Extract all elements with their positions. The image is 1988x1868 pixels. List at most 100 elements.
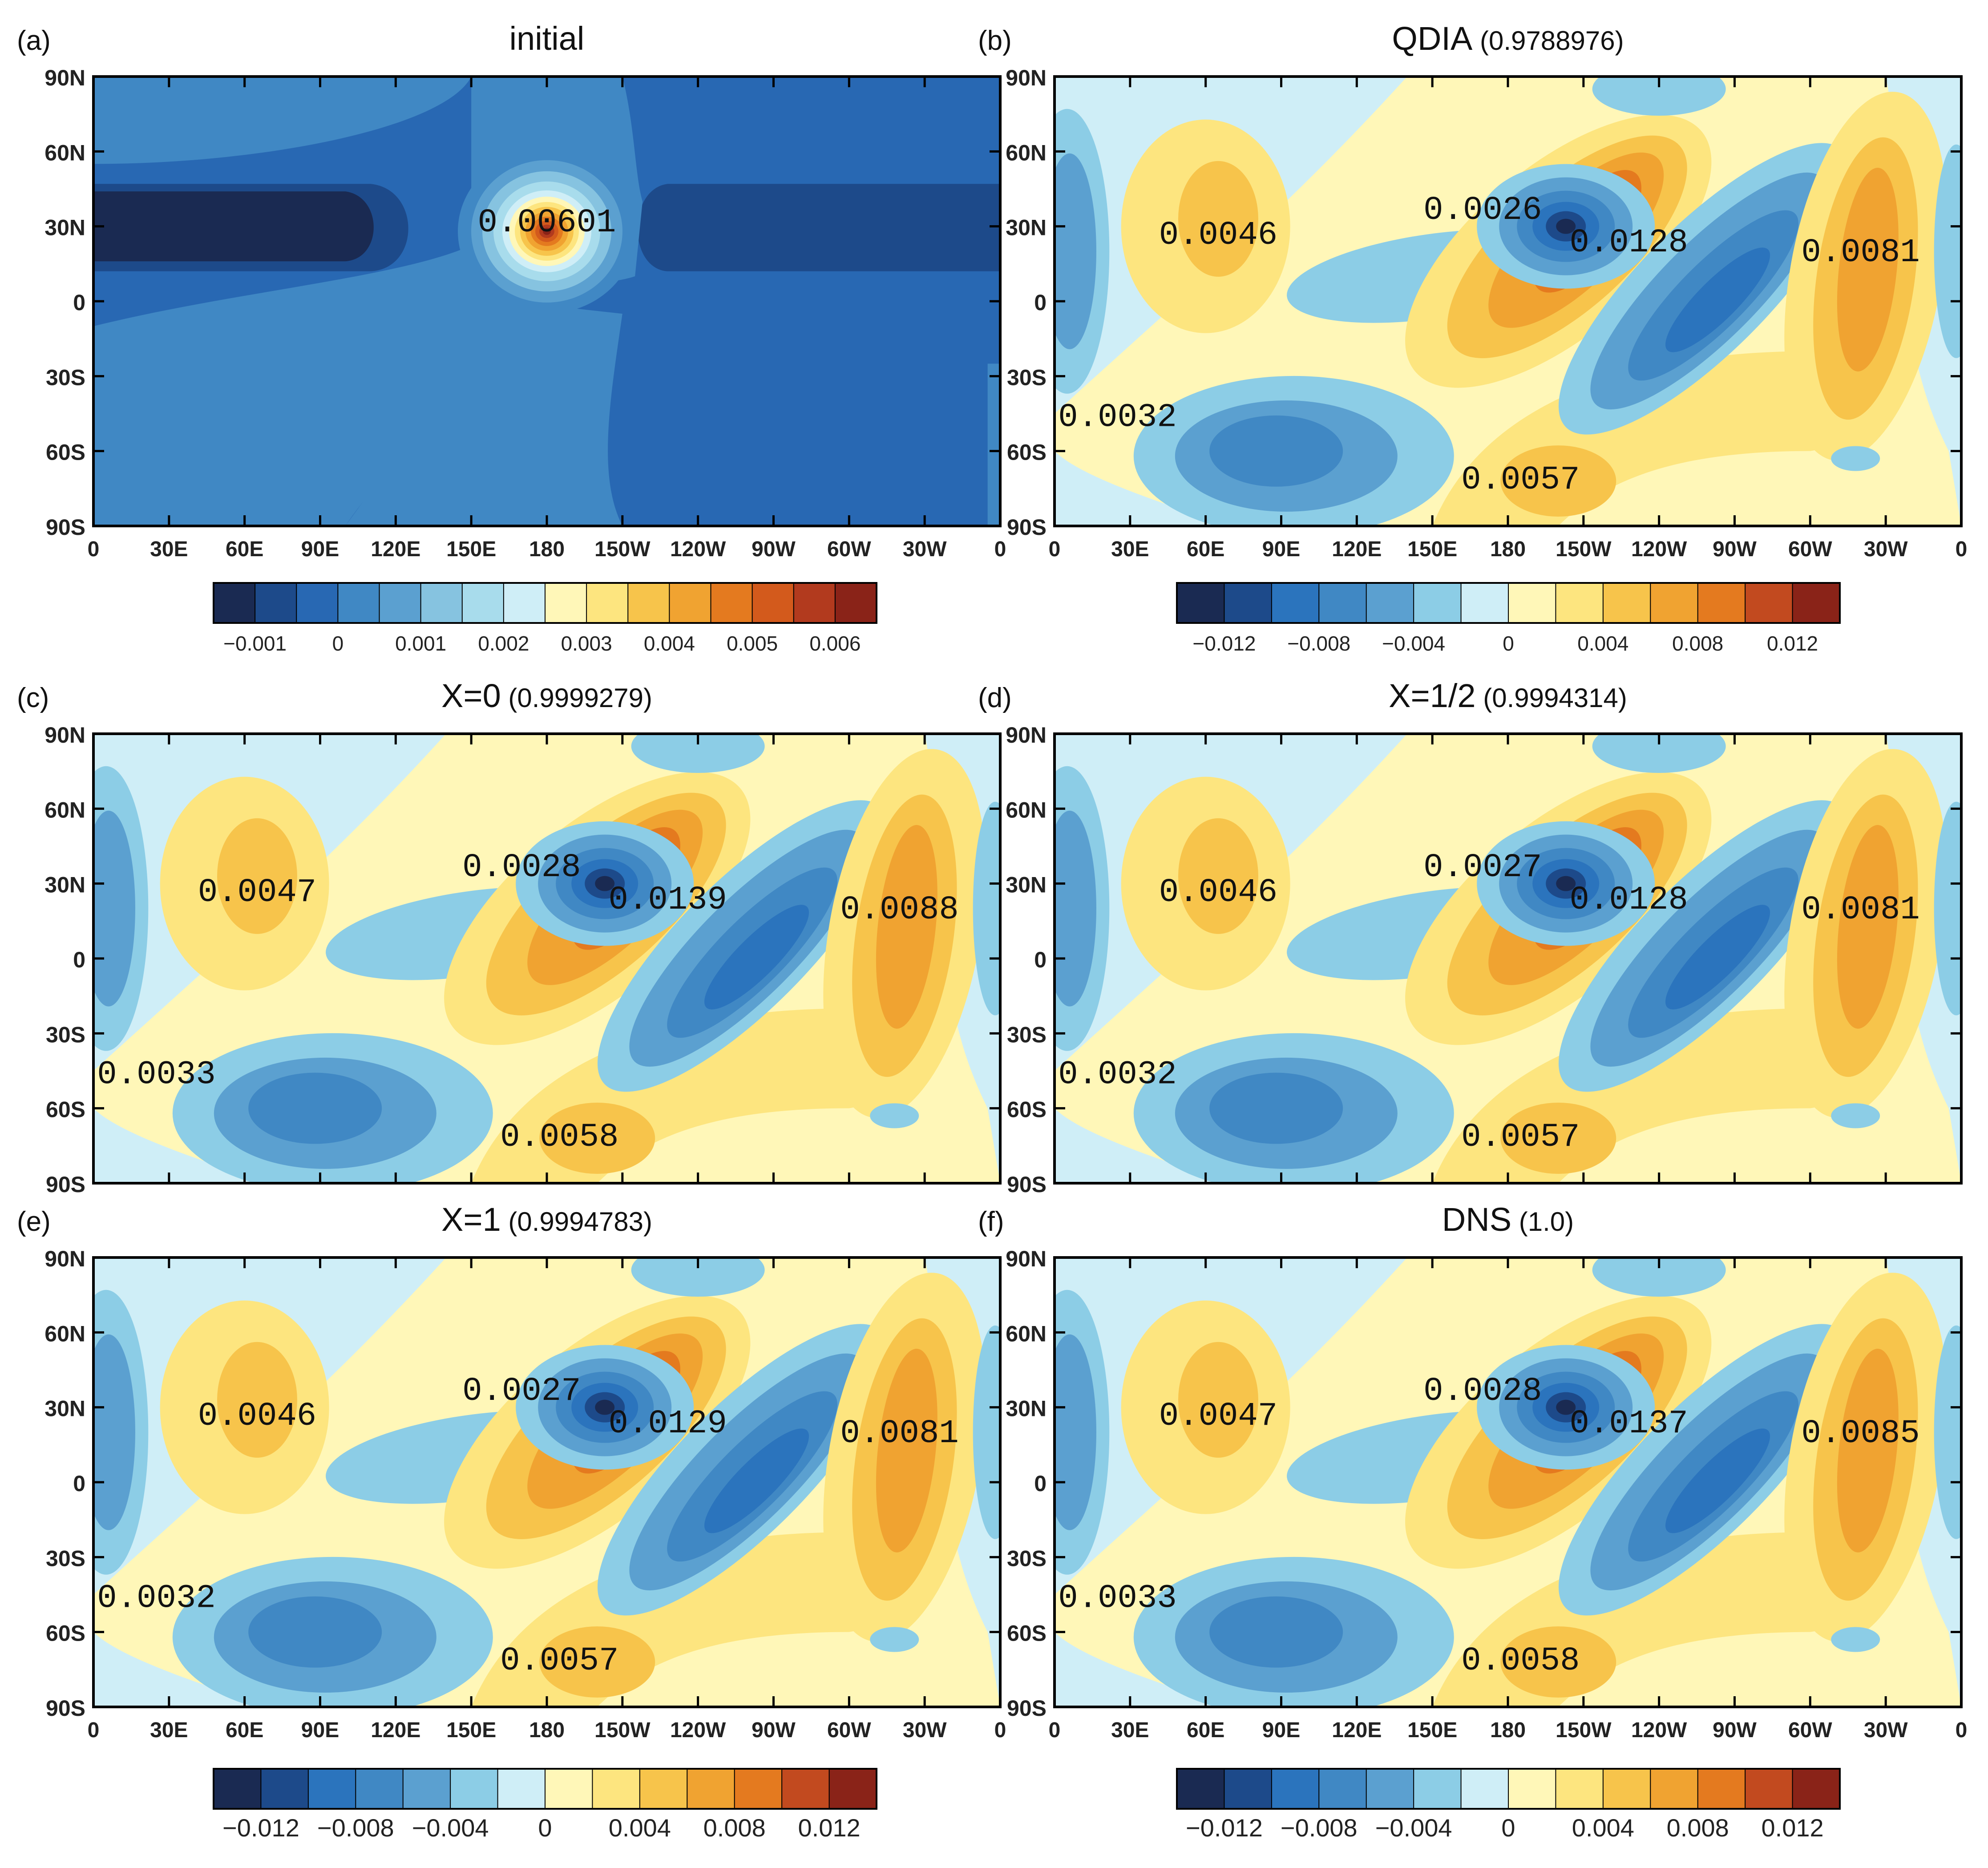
x-tick-label: 0 xyxy=(1956,1718,1968,1742)
y-tick-label: 60S xyxy=(1007,1621,1047,1646)
panel-c: (c) X=0 (0.9999279) 90N 60N 30N 0 30S 60S 90S 0.0… xyxy=(17,677,1002,1197)
y-tick-label: 90S xyxy=(46,515,85,540)
y-tick-label: 60S xyxy=(46,440,85,465)
x-tick-label: 90E xyxy=(1262,1718,1300,1742)
x-tick-label: 90W xyxy=(752,538,796,561)
colorbar-swatch xyxy=(1461,1769,1509,1809)
field-fill xyxy=(93,734,1000,1183)
field-fill xyxy=(93,1257,1000,1707)
colorbar-swatch xyxy=(669,583,711,623)
colorbar-swatch xyxy=(1177,1769,1224,1809)
colorbar-swatch xyxy=(214,583,255,623)
y-tick-label: 60N xyxy=(44,797,85,822)
colorbar-swatch xyxy=(462,583,504,623)
contour-label: 0.0026 xyxy=(1423,192,1542,229)
colorbar-swatch xyxy=(1366,1769,1414,1809)
contour-label: 0.0032 xyxy=(1058,399,1176,437)
field-fill xyxy=(1055,734,1961,1183)
y-tick-label: 0 xyxy=(1034,290,1047,315)
x-tick-label: 30E xyxy=(150,1718,188,1742)
colorbar-tick-label: 0 xyxy=(538,1814,552,1842)
contour-label: 0.0047 xyxy=(198,874,316,911)
colorbar-swatch xyxy=(1556,1769,1604,1809)
x-tick-label: 120E xyxy=(371,538,420,561)
x-tick-label: 180 xyxy=(529,538,565,561)
y-tick-label: 30N xyxy=(44,1396,85,1421)
panel-label: (b) xyxy=(978,25,1012,56)
x-tick-label: 120E xyxy=(371,1718,420,1742)
y-tick-label: 30S xyxy=(46,365,85,390)
contour-label: 0.0088 xyxy=(840,891,958,929)
x-tick-label: 90W xyxy=(1713,538,1757,561)
colorbar-swatch xyxy=(497,1769,545,1809)
colorbar-tick-label: 0.008 xyxy=(1672,632,1723,655)
colorbar-swatch xyxy=(1508,1769,1556,1809)
y-tick-label: 90N xyxy=(1006,723,1047,748)
x-tick-label: 0 xyxy=(994,1718,1006,1742)
x-tick-label: 120E xyxy=(1332,1718,1382,1742)
x-tick-label: 90W xyxy=(752,1718,796,1742)
panel-title: X=0 (0.9999279) xyxy=(441,677,652,714)
x-tick-label: 0 xyxy=(994,538,1006,561)
y-tick-label: 30S xyxy=(1007,1546,1047,1571)
contour-label: 0.0046 xyxy=(1159,874,1277,911)
colorbar-swatch xyxy=(1556,583,1604,623)
y-tick-label: 60S xyxy=(46,1097,85,1122)
colorbar-swatch xyxy=(1319,1769,1367,1809)
colorbar-frame xyxy=(1176,1768,1841,1810)
colorbar-swatch xyxy=(296,583,338,623)
y-tick-label: 90S xyxy=(1007,515,1047,540)
field-fill xyxy=(1055,1257,1961,1707)
y-tick-label: 60N xyxy=(44,140,85,165)
x-tick-label: 0 xyxy=(88,538,100,561)
colorbar-swatch xyxy=(1745,1769,1793,1809)
y-tick-label: 60S xyxy=(46,1621,85,1646)
colorbar-frame xyxy=(213,582,877,624)
colorbar-swatch xyxy=(1792,583,1840,623)
x-tick-label: 60E xyxy=(226,1718,263,1742)
colorbar-swatch xyxy=(1697,583,1746,623)
colorbar-tick-label: −0.008 xyxy=(1281,1814,1358,1842)
contour-label: 0.0081 xyxy=(840,1415,958,1452)
x-tick-label: 150E xyxy=(1407,1718,1457,1742)
y-tick-label: 90N xyxy=(44,723,85,748)
contour-label: 0.0046 xyxy=(198,1398,316,1435)
x-tick-label: 180 xyxy=(1490,538,1526,561)
colorbar-swatch xyxy=(782,1769,830,1809)
colorbar-tick-label: 0.004 xyxy=(1572,1814,1634,1842)
panel-title: X=1 (0.9994783) xyxy=(441,1201,652,1238)
x-tick-label: 150W xyxy=(594,1718,651,1742)
colorbar-swatch xyxy=(734,1769,782,1809)
x-tick-label: 60W xyxy=(1788,1718,1832,1742)
contour-label: 0.0032 xyxy=(97,1580,215,1617)
y-tick-label: 0 xyxy=(73,947,85,972)
panel-label: (e) xyxy=(17,1206,51,1237)
x-tick-label: 120W xyxy=(1631,538,1687,561)
y-tick-label: 90S xyxy=(46,1696,85,1721)
x-tick-label: 180 xyxy=(529,1718,565,1742)
contour-label: 0.0128 xyxy=(1570,224,1688,262)
colorbar-tick-label: 0.012 xyxy=(1767,632,1818,655)
x-tick-label: 30W xyxy=(1864,538,1908,561)
x-tick-label: 150W xyxy=(1556,538,1612,561)
x-tick-label: 90E xyxy=(301,1718,339,1742)
y-tick-label: 60N xyxy=(1006,140,1047,165)
x-tick-label: 30E xyxy=(150,538,188,561)
x-tick-label: 30E xyxy=(1111,538,1149,561)
colorbar-swatch xyxy=(1603,1769,1651,1809)
colorbar-tick-label: 0 xyxy=(1501,1814,1515,1842)
contour-label: 0.0033 xyxy=(97,1056,215,1094)
colorbar-cb-b: −0.012 −0.008 −0.004 0 0.004 0.008 0.012 xyxy=(1176,582,1841,655)
panel-title: initial xyxy=(509,20,585,57)
x-tick-label: 30W xyxy=(903,538,947,561)
x-tick-label: 120W xyxy=(670,1718,726,1742)
contour-label: 0.00601 xyxy=(478,204,616,242)
x-tick-label: 90W xyxy=(1713,1718,1757,1742)
colorbar-frame xyxy=(1176,582,1841,624)
colorbar-swatch xyxy=(1224,1769,1272,1809)
colorbar-tick-label: −0.008 xyxy=(317,1814,394,1842)
x-tick-label: 150W xyxy=(1556,1718,1612,1742)
y-tick-label: 30S xyxy=(46,1022,85,1047)
panel-label: (d) xyxy=(978,683,1012,713)
